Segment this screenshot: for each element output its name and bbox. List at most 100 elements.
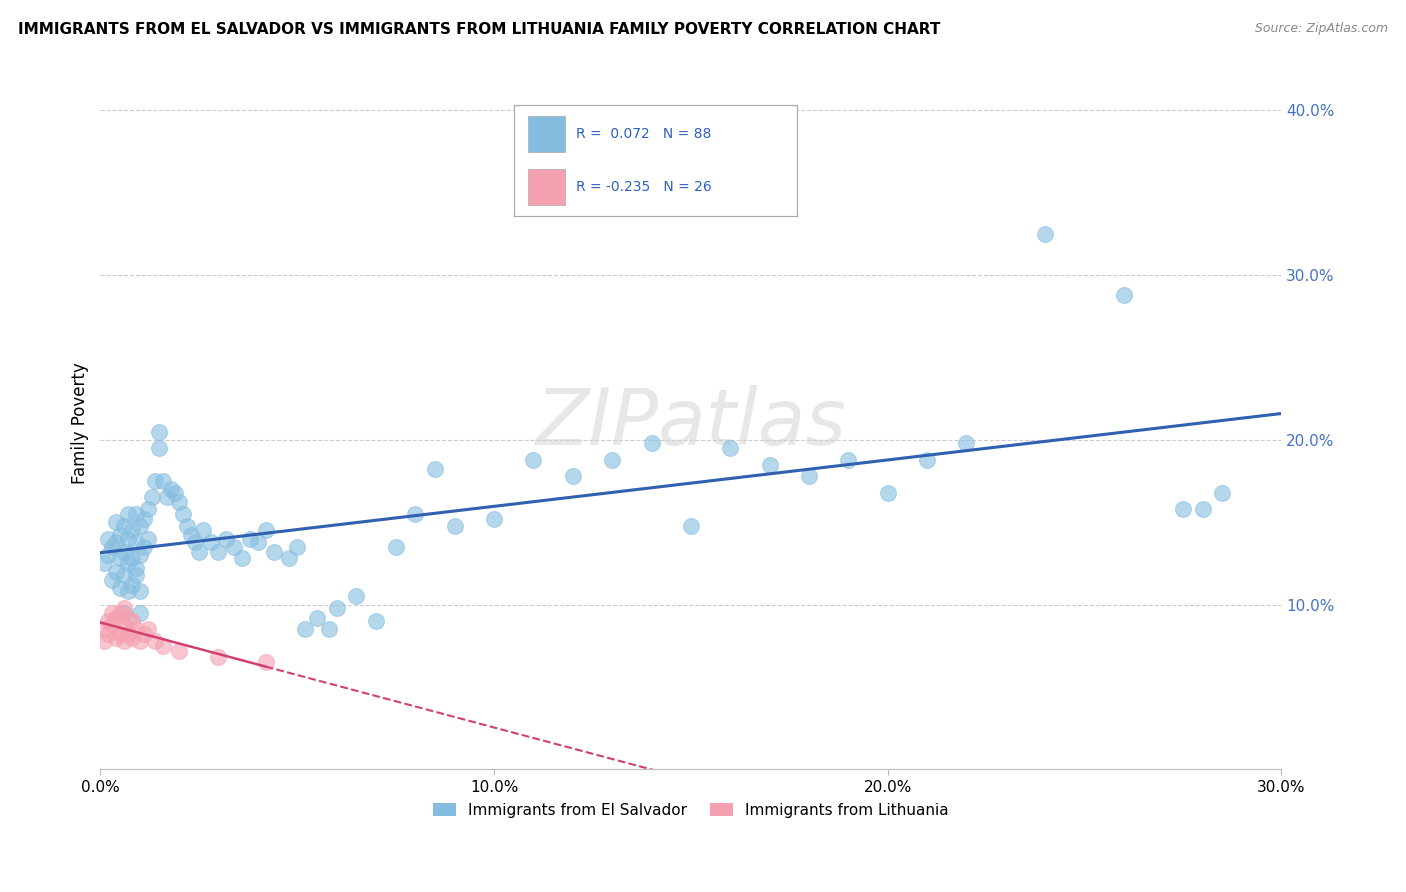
Point <box>121 524 143 538</box>
Point <box>136 622 159 636</box>
Point <box>136 502 159 516</box>
Point <box>112 633 135 648</box>
Point <box>117 584 139 599</box>
Point <box>1112 288 1135 302</box>
Point <box>112 545 135 559</box>
Point <box>108 581 131 595</box>
Point <box>112 518 135 533</box>
Point <box>758 458 780 472</box>
Point <box>1171 502 1194 516</box>
Point <box>207 650 229 665</box>
Point <box>254 524 277 538</box>
Point <box>215 532 238 546</box>
Point <box>915 452 938 467</box>
Point <box>231 551 253 566</box>
Point <box>105 565 128 579</box>
Point <box>246 535 269 549</box>
Point <box>148 425 170 439</box>
Point <box>121 551 143 566</box>
Point <box>93 633 115 648</box>
Point <box>125 568 148 582</box>
Point <box>522 452 544 467</box>
Point <box>640 436 662 450</box>
Point <box>132 627 155 641</box>
Point <box>600 452 623 467</box>
Point <box>180 528 202 542</box>
Point <box>482 512 505 526</box>
Point <box>125 507 148 521</box>
Point <box>561 469 583 483</box>
Point <box>955 436 977 450</box>
Point <box>105 535 128 549</box>
Point <box>112 617 135 632</box>
Point <box>364 614 387 628</box>
Point <box>93 622 115 636</box>
Point <box>152 639 174 653</box>
Point <box>128 584 150 599</box>
Point <box>105 515 128 529</box>
Point <box>125 535 148 549</box>
Point <box>160 483 183 497</box>
Point <box>121 631 143 645</box>
Point <box>121 578 143 592</box>
Point <box>797 469 820 483</box>
Point <box>876 485 898 500</box>
Point <box>239 532 262 546</box>
Point <box>125 561 148 575</box>
Point <box>101 617 124 632</box>
Point <box>278 551 301 566</box>
Point <box>117 507 139 521</box>
Point <box>117 611 139 625</box>
Y-axis label: Family Poverty: Family Poverty <box>72 362 89 484</box>
Point <box>423 462 446 476</box>
Point <box>404 507 426 521</box>
Point <box>285 540 308 554</box>
Point <box>224 540 246 554</box>
Legend: Immigrants from El Salvador, Immigrants from Lithuania: Immigrants from El Salvador, Immigrants … <box>427 797 955 824</box>
Point <box>145 474 167 488</box>
Point <box>325 600 347 615</box>
Point <box>384 540 406 554</box>
Point <box>117 557 139 571</box>
Point <box>101 606 124 620</box>
Point <box>97 614 120 628</box>
Point <box>254 655 277 669</box>
Point <box>97 627 120 641</box>
Point <box>93 557 115 571</box>
Point <box>191 524 214 538</box>
Point <box>108 627 131 641</box>
Text: ZIPatlas: ZIPatlas <box>536 385 846 461</box>
Point <box>156 491 179 505</box>
Point <box>443 518 465 533</box>
Point <box>101 540 124 554</box>
Point <box>167 495 190 509</box>
Point <box>200 535 222 549</box>
Point <box>1191 502 1213 516</box>
Point <box>344 590 367 604</box>
Point <box>97 548 120 562</box>
Point <box>97 532 120 546</box>
Point <box>165 485 187 500</box>
Point <box>132 540 155 554</box>
Point <box>112 600 135 615</box>
Point <box>294 622 316 636</box>
Point <box>105 611 128 625</box>
Point <box>1211 485 1233 500</box>
Point <box>148 441 170 455</box>
Point <box>101 573 124 587</box>
Point <box>132 512 155 526</box>
Point <box>121 614 143 628</box>
Point <box>837 452 859 467</box>
Point <box>305 611 328 625</box>
Point <box>152 474 174 488</box>
Point <box>263 545 285 559</box>
Point <box>108 606 131 620</box>
Point <box>125 622 148 636</box>
Point <box>128 606 150 620</box>
Point <box>108 551 131 566</box>
Text: IMMIGRANTS FROM EL SALVADOR VS IMMIGRANTS FROM LITHUANIA FAMILY POVERTY CORRELAT: IMMIGRANTS FROM EL SALVADOR VS IMMIGRANT… <box>18 22 941 37</box>
Point <box>172 507 194 521</box>
Point <box>117 532 139 546</box>
Point <box>184 535 207 549</box>
Point <box>1033 227 1056 241</box>
